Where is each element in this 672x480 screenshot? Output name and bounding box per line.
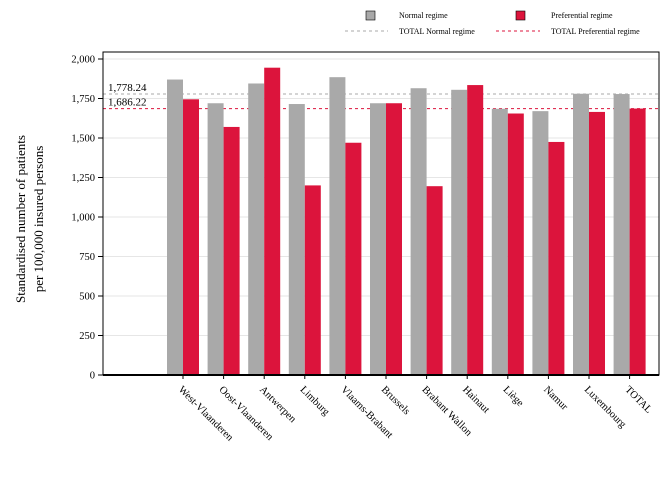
y-axis-label: per 100,000 insured persons (31, 146, 46, 293)
bar-preferential-regime (304, 185, 321, 375)
legend-label: Normal regime (399, 11, 448, 20)
bar-normal-regime (532, 111, 549, 375)
bar-preferential-regime (507, 113, 524, 375)
y-tick-label: 2,000 (71, 55, 95, 66)
legend-swatch (365, 10, 376, 21)
bar-preferential-regime (548, 141, 565, 375)
x-tick-label: Brussels (379, 384, 412, 417)
y-tick-label: 250 (79, 331, 95, 342)
bar-normal-regime (613, 94, 630, 375)
bars (167, 67, 646, 376)
y-tick-label: 1,250 (71, 173, 95, 184)
y-tick-label: 750 (79, 252, 95, 263)
bar-normal-regime (167, 79, 183, 375)
y-tick-label: 0 (90, 371, 95, 382)
reference-label: 1,686.22 (108, 97, 147, 109)
bar-preferential-regime (345, 142, 362, 375)
y-tick-label: 1,500 (71, 134, 95, 145)
bar-preferential-regime (264, 67, 281, 375)
bar-normal-regime (329, 77, 346, 376)
x-tick-label: Limburg (298, 384, 332, 418)
bar-preferential-regime (629, 108, 646, 375)
bar-preferential-regime (426, 186, 443, 375)
bar-normal-regime (410, 88, 427, 375)
y-axis-label: Standardised number of patients (13, 135, 28, 303)
bar-preferential-regime (589, 111, 605, 376)
y-tick-label: 1,000 (71, 213, 95, 224)
x-tick-label: Antwerpen (257, 384, 298, 425)
bar-normal-regime (248, 83, 265, 376)
legend-label: TOTAL Preferential regime (551, 27, 640, 36)
bar-normal-regime (491, 108, 508, 376)
bar-normal-regime (207, 103, 224, 376)
bar-preferential-regime (386, 103, 402, 376)
bar-normal-regime (451, 89, 468, 375)
x-tick-label: Luxembourg (582, 384, 629, 431)
x-tick-label: Hainaut (460, 384, 491, 415)
bar-normal-regime (573, 93, 589, 375)
legend-label: TOTAL Normal regime (399, 27, 475, 36)
legend: Normal regime Preferential regime TOTAL No… (345, 10, 640, 36)
bar-preferential-regime (467, 85, 484, 375)
legend-swatch (515, 10, 526, 21)
bar-preferential-regime (183, 99, 199, 375)
y-tick-label: 1,750 (71, 94, 95, 105)
bar-normal-regime (370, 103, 386, 376)
bar-preferential-regime (223, 126, 240, 375)
reference-label: 1,778.24 (108, 82, 147, 94)
x-tick-label: TOTAL (622, 384, 653, 415)
y-tick-labels: 0 250 500 750 1,000 1,250 1,500 1,750 2,000 (71, 55, 95, 382)
x-tick-label: Liège (501, 384, 526, 409)
bar-normal-regime (288, 104, 305, 375)
axes (98, 51, 660, 379)
y-tick-label: 500 (79, 292, 95, 303)
legend-label: Preferential regime (551, 11, 613, 20)
x-tick-label: Namur (541, 384, 570, 413)
